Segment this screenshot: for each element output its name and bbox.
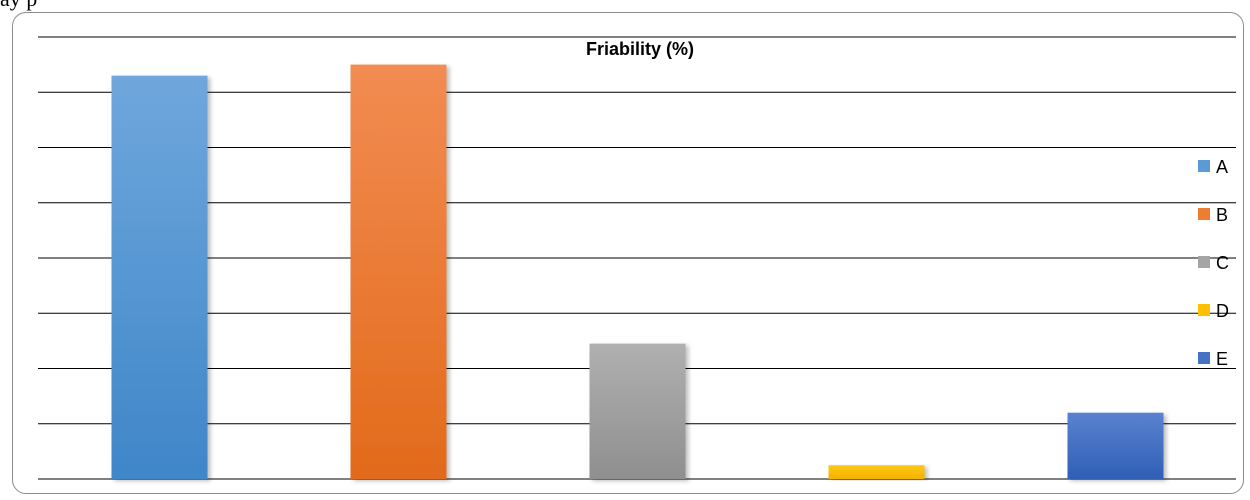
top-clipped-text: ay p	[0, 0, 37, 12]
bars	[111, 64, 1164, 480]
legend-swatch-a	[1198, 160, 1210, 172]
bar-c	[589, 343, 686, 479]
legend-label-c: C	[1216, 253, 1229, 273]
bar-a	[111, 75, 208, 480]
chart-title: Friability (%)	[586, 39, 694, 59]
legend-label-a: A	[1216, 157, 1228, 177]
legend: A B C D E	[1198, 157, 1229, 369]
legend-label-d: D	[1216, 301, 1229, 321]
legend-swatch-c	[1198, 256, 1210, 268]
legend-label-b: B	[1216, 205, 1228, 225]
legend-swatch-b	[1198, 208, 1210, 220]
legend-swatch-e	[1198, 352, 1210, 364]
bar-d	[828, 465, 925, 479]
bar-b	[350, 64, 447, 479]
bar-e	[1067, 412, 1164, 479]
legend-label-e: E	[1216, 349, 1228, 369]
legend-swatch-d	[1198, 304, 1210, 316]
